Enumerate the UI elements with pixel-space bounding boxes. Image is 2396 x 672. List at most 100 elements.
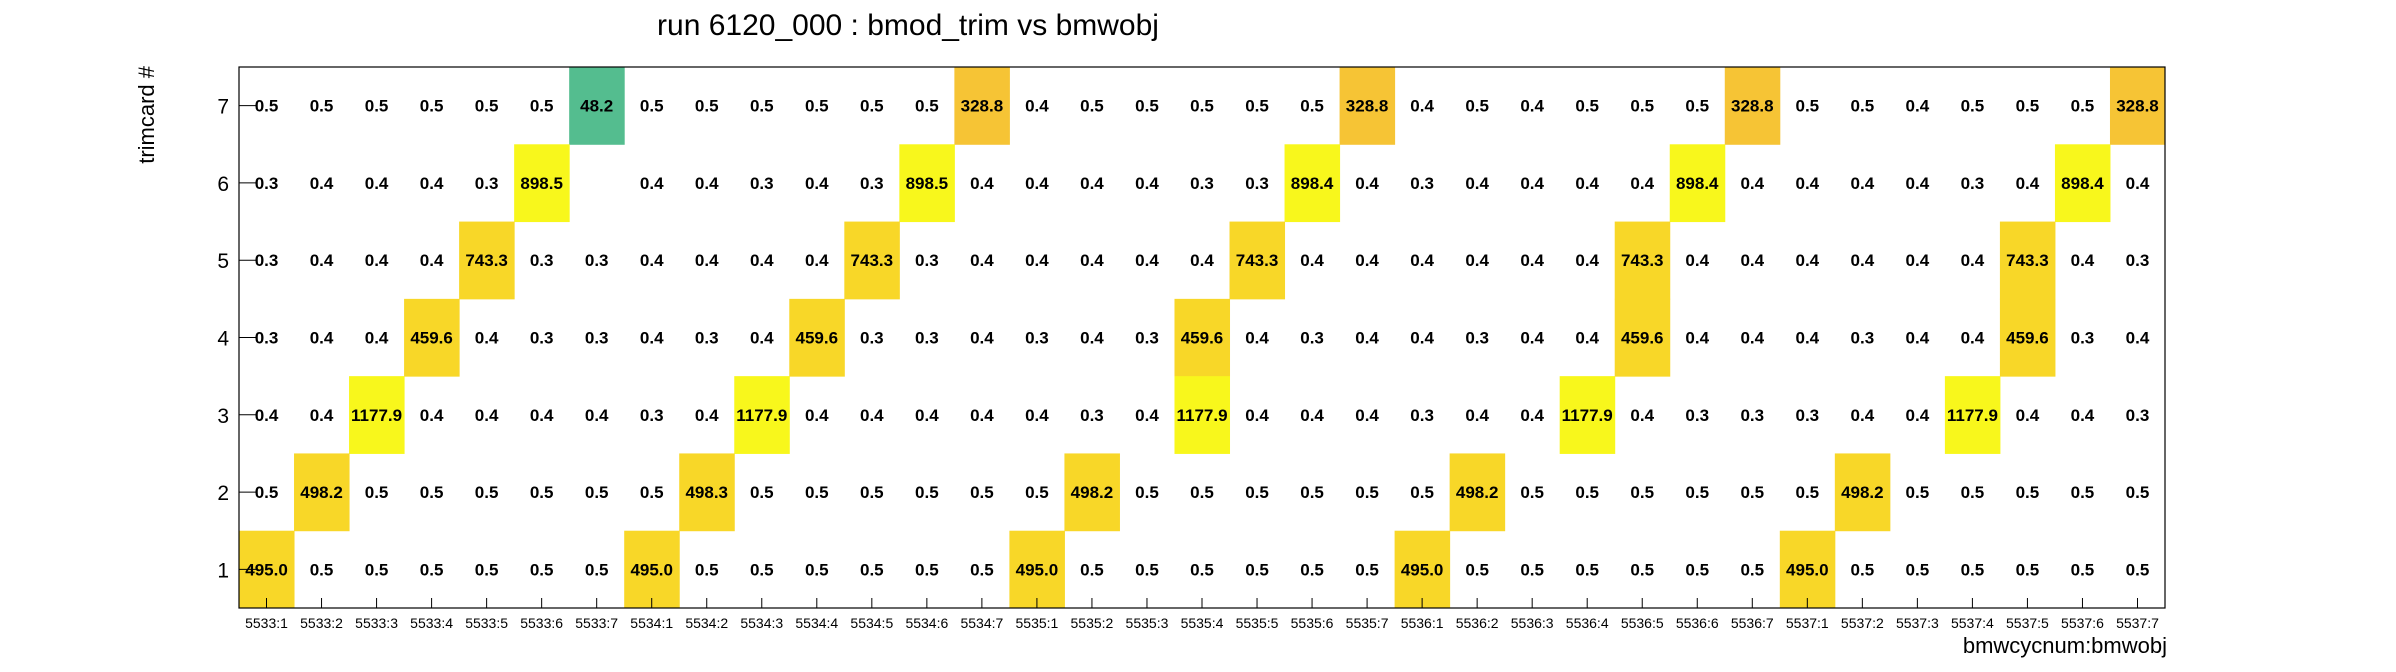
- cell-value-label: 459.6: [796, 329, 839, 348]
- cell-value-label: 0.4: [695, 406, 719, 425]
- cell-value-label: 0.3: [1410, 174, 1434, 193]
- cell-value-label: 0.4: [1355, 329, 1379, 348]
- cell-value-label: 0.5: [2071, 560, 2095, 579]
- x-tick-label: 5533:6: [520, 615, 563, 631]
- cell-value-label: 495.0: [630, 560, 673, 579]
- cell-value-label: 0.3: [1740, 406, 1764, 425]
- heatmap-cell: [1999, 298, 2056, 377]
- cell-value-label: 1177.9: [1947, 406, 1998, 425]
- cell-value-label: 0.4: [2016, 174, 2040, 193]
- x-tick-label: 5535:7: [1346, 615, 1389, 631]
- cell-value-label: 0.5: [1575, 483, 1599, 502]
- cell-value-label: 1177.9: [736, 406, 787, 425]
- cell-value-label: 0.4: [1685, 329, 1709, 348]
- cell-value-label: 0.3: [2126, 406, 2150, 425]
- x-tick-label: 5535:5: [1236, 615, 1279, 631]
- cell-value-label: 0.4: [585, 406, 609, 425]
- cell-value-label: 0.5: [1190, 560, 1214, 579]
- x-tick-label: 5537:1: [1786, 615, 1829, 631]
- cell-value-label: 0.3: [1300, 329, 1324, 348]
- cell-value-label: 0.5: [2126, 483, 2150, 502]
- heatmap-cell: [1284, 144, 1341, 223]
- cell-value-label: 0.5: [1795, 483, 1819, 502]
- cell-value-label: 0.3: [915, 329, 939, 348]
- cell-value-label: 0.5: [2071, 97, 2095, 116]
- heatmap-cell: [404, 298, 460, 377]
- cell-value-label: 0.5: [805, 97, 829, 116]
- cell-value-label: 0.4: [1520, 97, 1544, 116]
- cell-value-label: 0.3: [2071, 329, 2095, 348]
- cell-value-label: 0.5: [1245, 97, 1269, 116]
- cell-value-label: 0.5: [695, 97, 719, 116]
- heatmap-cell: [569, 67, 625, 145]
- cell-value-label: 495.0: [1016, 560, 1059, 579]
- cell-value-label: 0.4: [1410, 251, 1434, 270]
- cell-value-label: 0.5: [1245, 483, 1269, 502]
- cell-value-label: 0.4: [1135, 406, 1159, 425]
- cell-value-label: 498.2: [1071, 483, 1114, 502]
- cell-value-label: 0.5: [1520, 483, 1544, 502]
- x-tick-label: 5534:1: [630, 615, 673, 631]
- cell-value-label: 0.4: [1906, 251, 1930, 270]
- y-tick-label: 6: [217, 173, 229, 196]
- cell-value-label: 0.5: [365, 97, 389, 116]
- cell-value-label: 0.5: [1851, 560, 1875, 579]
- cell-value-label: 0.5: [585, 560, 609, 579]
- heatmap-cell: [1174, 298, 1231, 377]
- cell-value-label: 0.3: [255, 174, 279, 193]
- x-tick-label: 5535:2: [1071, 615, 1114, 631]
- heatmap-cell: [1834, 453, 1891, 532]
- cell-value-label: 495.0: [245, 560, 288, 579]
- heatmap-cell: [1229, 221, 1286, 300]
- cell-value-label: 898.4: [2061, 174, 2104, 193]
- heatmap-cell: [899, 144, 955, 223]
- cell-value-label: 0.5: [805, 483, 829, 502]
- cell-value-label: 0.3: [2126, 251, 2150, 270]
- heatmap-cell-labels: 0.5 0.5 0.5 0.5 0.5 0.5 48.2 0.5 0.5 0.5 0.5 0.5 0.5…: [245, 97, 2159, 580]
- cell-value-label: 0.5: [475, 483, 499, 502]
- cell-value-label: 0.4: [1025, 406, 1049, 425]
- cell-value-label: 459.6: [2006, 329, 2049, 348]
- cell-value-label: 0.4: [1520, 406, 1544, 425]
- cell-value-label: 0.4: [1520, 329, 1544, 348]
- heatmap-cell: [1999, 221, 2056, 300]
- heatmap-cell: [1614, 298, 1671, 377]
- cell-value-label: 0.5: [1575, 560, 1599, 579]
- cell-value-label: 0.4: [695, 251, 719, 270]
- cell-value-label: 0.4: [2071, 251, 2095, 270]
- cell-value-label: 498.2: [300, 483, 343, 502]
- cell-value-label: 0.3: [585, 251, 609, 270]
- heatmap-cell: [1724, 67, 1781, 145]
- heatmap-cell: [679, 453, 735, 532]
- cell-value-label: 0.4: [1961, 251, 1985, 270]
- y-tick-label: 3: [217, 405, 229, 428]
- cell-value-label: 0.4: [750, 251, 774, 270]
- x-tick-label: 5536:2: [1456, 615, 1499, 631]
- cell-value-label: 0.5: [1245, 560, 1269, 579]
- cell-value-label: 0.4: [475, 406, 499, 425]
- cell-value-label: 0.3: [585, 329, 609, 348]
- cell-value-label: 459.6: [410, 329, 453, 348]
- heatmap-cell: [1449, 453, 1506, 532]
- cell-value-label: 0.4: [365, 174, 389, 193]
- cell-value-label: 0.4: [1410, 97, 1434, 116]
- cell-value-label: 0.5: [1630, 560, 1654, 579]
- cell-value-label: 0.5: [530, 483, 554, 502]
- cell-value-label: 0.3: [1190, 174, 1214, 193]
- cell-value-label: 0.5: [475, 97, 499, 116]
- x-tick-label: 5535:6: [1291, 615, 1334, 631]
- cell-value-label: 0.4: [1630, 406, 1654, 425]
- cell-value-label: 0.3: [860, 174, 884, 193]
- cell-value-label: 0.5: [805, 560, 829, 579]
- cell-value-label: 0.4: [1465, 251, 1489, 270]
- cell-value-label: 0.5: [1685, 560, 1709, 579]
- cell-value-label: 0.5: [1300, 483, 1324, 502]
- cell-value-label: 0.3: [750, 174, 774, 193]
- x-tick-label: 5537:7: [2116, 615, 2159, 631]
- cell-value-label: 0.4: [530, 406, 554, 425]
- heatmap-cell: [1779, 530, 1836, 609]
- cell-value-label: 0.5: [365, 483, 389, 502]
- cell-value-label: 0.5: [420, 560, 444, 579]
- heatmap-cell: [514, 144, 570, 223]
- cell-value-label: 0.5: [1190, 483, 1214, 502]
